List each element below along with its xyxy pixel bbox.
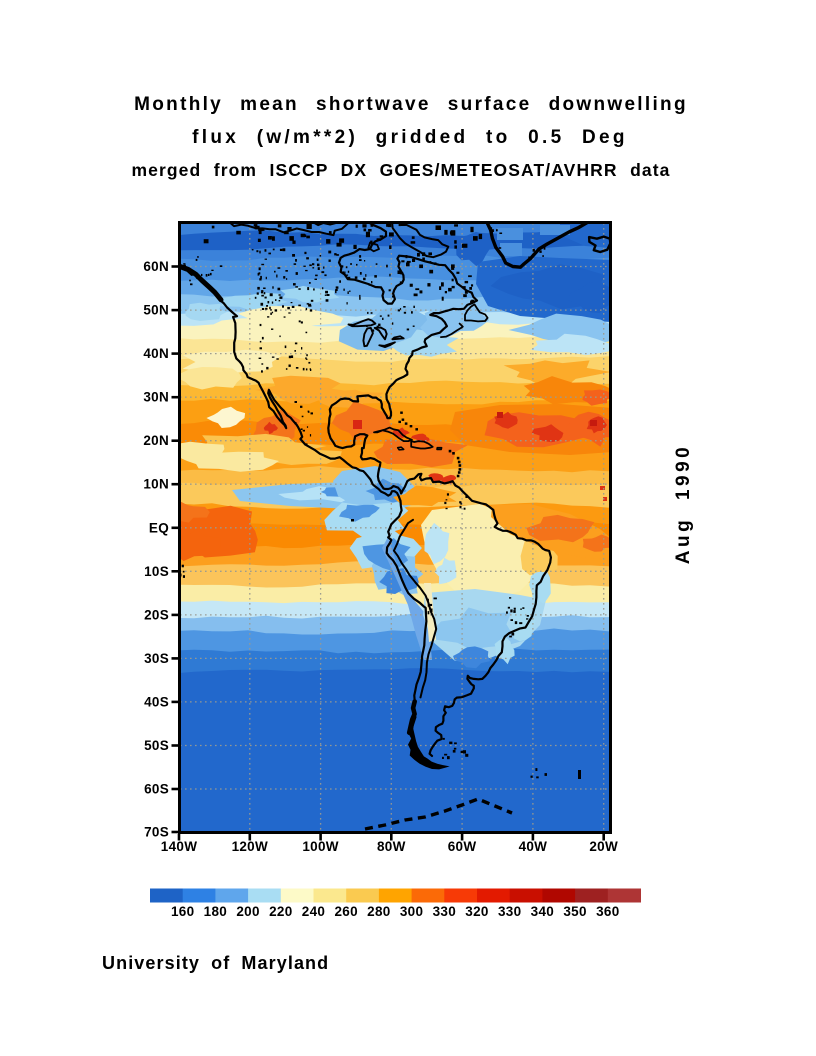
svg-text:140W: 140W bbox=[161, 839, 197, 854]
svg-text:merged from ISCCP DX GOES/METE: merged from ISCCP DX GOES/METEOSAT/AVHRR… bbox=[131, 160, 670, 180]
svg-text:20N: 20N bbox=[143, 433, 169, 448]
svg-text:180: 180 bbox=[204, 904, 227, 919]
svg-text:260: 260 bbox=[334, 904, 357, 919]
svg-text:20W: 20W bbox=[589, 839, 618, 854]
svg-text:300: 300 bbox=[400, 904, 423, 919]
svg-text:40N: 40N bbox=[143, 346, 169, 361]
svg-text:100W: 100W bbox=[302, 839, 338, 854]
svg-text:60S: 60S bbox=[144, 782, 169, 797]
svg-text:240: 240 bbox=[302, 904, 325, 919]
svg-text:350: 350 bbox=[563, 904, 586, 919]
svg-text:320: 320 bbox=[465, 904, 488, 919]
svg-text:40W: 40W bbox=[519, 839, 548, 854]
svg-text:Aug 1990: Aug 1990 bbox=[673, 444, 694, 564]
svg-text:University of Maryland: University of Maryland bbox=[102, 953, 329, 973]
svg-text:340: 340 bbox=[531, 904, 554, 919]
svg-text:360: 360 bbox=[596, 904, 619, 919]
svg-text:120W: 120W bbox=[232, 839, 268, 854]
svg-text:40S: 40S bbox=[144, 694, 169, 709]
svg-text:280: 280 bbox=[367, 904, 390, 919]
svg-text:30N: 30N bbox=[143, 390, 169, 405]
svg-text:60N: 60N bbox=[143, 259, 169, 274]
svg-text:60W: 60W bbox=[448, 839, 477, 854]
svg-text:50N: 50N bbox=[143, 303, 169, 318]
svg-text:160: 160 bbox=[171, 904, 194, 919]
svg-text:70S: 70S bbox=[144, 825, 169, 840]
svg-text:80W: 80W bbox=[377, 839, 406, 854]
svg-text:EQ: EQ bbox=[149, 520, 169, 535]
svg-text:220: 220 bbox=[269, 904, 292, 919]
svg-text:30S: 30S bbox=[144, 651, 169, 666]
svg-text:330: 330 bbox=[498, 904, 521, 919]
svg-text:10S: 10S bbox=[144, 564, 169, 579]
svg-text:330: 330 bbox=[433, 904, 456, 919]
svg-text:Monthly mean shortwave surface: Monthly mean shortwave surface downwelli… bbox=[134, 94, 688, 115]
svg-text:50S: 50S bbox=[144, 738, 169, 753]
svg-text:flux (w/m**2) gridded to 0.5 D: flux (w/m**2) gridded to 0.5 Deg bbox=[192, 127, 628, 148]
svg-text:20S: 20S bbox=[144, 607, 169, 622]
svg-text:10N: 10N bbox=[143, 477, 169, 492]
svg-text:200: 200 bbox=[236, 904, 259, 919]
